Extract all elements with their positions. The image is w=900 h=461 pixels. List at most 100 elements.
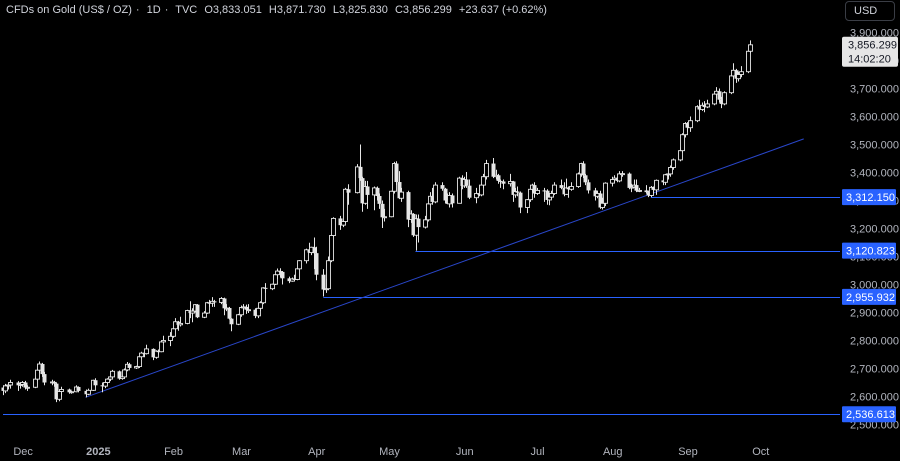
candle-body-up (474, 193, 479, 199)
candle-body-up (341, 221, 346, 226)
candle-body-up (205, 302, 210, 314)
candle (297, 260, 302, 270)
candle-body-up (190, 310, 195, 314)
candle-body-up (528, 188, 533, 201)
candle-body-down (627, 173, 632, 188)
y-tick-label: 2,500.000 (850, 420, 899, 432)
candle-body-up (535, 189, 540, 194)
candle-body-down (581, 163, 586, 176)
candle (566, 186, 571, 198)
candle-body-up (171, 328, 176, 337)
candle-body-up (168, 335, 173, 341)
candle (433, 182, 438, 204)
candle-body-down (156, 351, 161, 353)
candle-body-up (663, 174, 668, 183)
candle (270, 283, 275, 291)
candle (156, 349, 161, 355)
x-tick-label: Feb (164, 446, 183, 458)
candle-body-up (161, 340, 166, 343)
y-tick-label: 3,500.000 (850, 140, 899, 152)
candle-body-up (552, 184, 557, 194)
candle (423, 215, 428, 229)
candle-body-up (637, 189, 642, 192)
candle-body-up (3, 385, 8, 392)
candle-body-up (202, 312, 207, 318)
candle-body-up (331, 217, 336, 236)
candle (705, 99, 710, 109)
candle (227, 306, 232, 320)
candle-body-up (600, 202, 605, 208)
currency-button[interactable]: USD (845, 1, 895, 21)
candle (620, 171, 625, 177)
candle-body-down (583, 175, 588, 183)
candle (222, 297, 227, 316)
candle (440, 182, 445, 191)
candle-body-down (100, 385, 105, 387)
candle (394, 161, 399, 186)
candle (258, 301, 263, 312)
x-tick-label: Sep (678, 446, 698, 458)
x-tick-label: May (379, 446, 400, 458)
candle-body-down (127, 364, 132, 368)
candle-body-down (464, 179, 469, 186)
candle-body-up (139, 352, 144, 358)
candle-body-up (273, 274, 278, 285)
candle-body-down (717, 91, 722, 100)
candle-body-up (525, 199, 530, 208)
candle-body-down (278, 271, 283, 273)
last-price-tag: 3,856.299 14:02:20 (842, 36, 898, 67)
y-tick-label: 2,800.000 (850, 336, 899, 348)
candle-body-up (329, 235, 334, 262)
candle (542, 187, 547, 202)
candle-body-down (244, 306, 249, 310)
candle (185, 309, 190, 325)
candle-body-down (685, 123, 690, 128)
candle (377, 193, 382, 209)
trendline[interactable] (85, 138, 804, 398)
candle-body-down (312, 247, 317, 254)
x-tick-label: Jun (456, 446, 474, 458)
change-value: +23.637 (+0.62%) (458, 4, 547, 16)
candle-body-down (338, 218, 343, 226)
candle-body-up (144, 348, 149, 355)
candle-body-down (651, 187, 656, 190)
candle (651, 186, 656, 194)
candle-body-down (496, 175, 501, 181)
interval-sep: · (164, 4, 169, 16)
y-tick-label: 3,600.000 (850, 112, 899, 124)
candle-body-down (287, 278, 292, 282)
candle-body-down (117, 371, 122, 379)
candle-body-up (33, 378, 38, 388)
candle-body-down (227, 308, 232, 319)
candle (498, 179, 503, 188)
candle-body-down (397, 182, 402, 199)
candle-body-down (151, 348, 156, 358)
candle-body-up (617, 173, 622, 182)
candle-body-up (569, 186, 574, 190)
candle (16, 381, 21, 391)
candle (559, 179, 564, 190)
symbol-name[interactable]: CFDs on Gold (US$ / OZ) (6, 4, 132, 16)
candle (525, 199, 530, 214)
candle (697, 99, 702, 111)
candle-body-down (406, 192, 411, 220)
candle (76, 386, 81, 393)
level-price-label: 3,312.150 (846, 192, 895, 204)
candle (646, 190, 651, 198)
candle-body-up (722, 92, 727, 105)
candle-body-down (54, 383, 59, 400)
candle (479, 183, 484, 197)
candle-body-down (702, 105, 707, 107)
candle-body-up (426, 203, 431, 221)
candle (321, 269, 326, 297)
candle (261, 287, 266, 305)
candle-body-down (501, 181, 506, 184)
candle (474, 187, 479, 204)
candle-body-down (375, 187, 380, 197)
candle-body-down (467, 185, 472, 198)
countdown-timer: 14:02:20 (848, 54, 891, 66)
interval-label[interactable]: 1D (146, 4, 161, 16)
candle-body-down (498, 180, 503, 182)
candle (331, 217, 336, 237)
